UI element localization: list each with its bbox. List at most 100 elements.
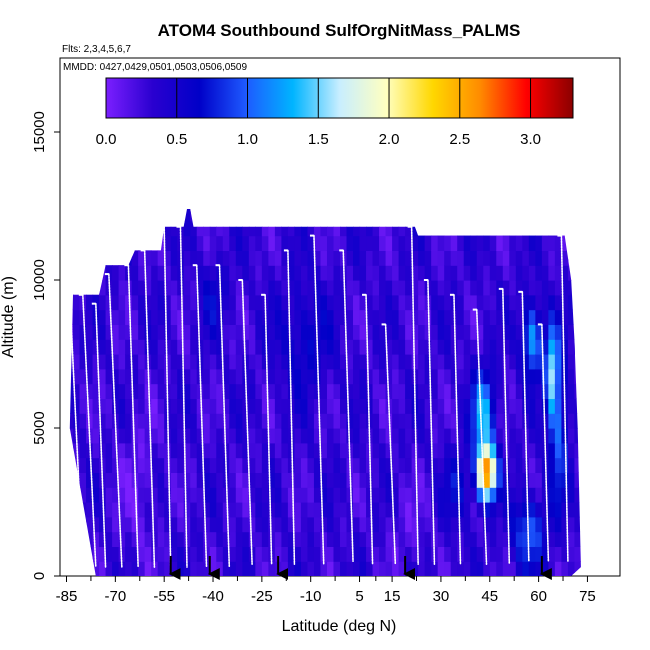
heatmap-cell (418, 354, 426, 370)
heatmap-cell (190, 265, 198, 281)
heatmap-cell (554, 368, 562, 385)
heatmap-cell (307, 472, 315, 488)
heatmap-cell (69, 383, 74, 399)
heatmap-cell (268, 339, 276, 355)
heatmap-cell (385, 516, 393, 533)
heatmap-cell (203, 472, 211, 488)
heatmap-cell (509, 294, 517, 311)
heatmap-cell (548, 250, 556, 266)
heatmap-cell (196, 428, 204, 444)
x-axis-label: Latitude (deg N) (282, 618, 397, 635)
heatmap-cell (489, 472, 497, 488)
heatmap-cell (307, 354, 315, 370)
heatmap-cell (470, 294, 478, 311)
heatmap-cell (372, 502, 380, 518)
heatmap-cell (528, 428, 536, 444)
heatmap-cell (281, 457, 289, 473)
heatmap-cell (411, 324, 419, 340)
heatmap-cell (326, 280, 335, 296)
heatmap-cell (313, 324, 322, 340)
heatmap-cell (216, 398, 224, 414)
heatmap-cell (170, 324, 178, 340)
heatmap-cell (392, 516, 400, 533)
heatmap-cell (548, 398, 556, 414)
heatmap-cell (183, 502, 191, 518)
heatmap-cell (379, 502, 387, 518)
heatmap-cell (392, 413, 400, 429)
heatmap-cell (203, 354, 211, 370)
heatmap-cell (398, 516, 406, 533)
heatmap-cell (118, 502, 126, 518)
heatmap-cell (353, 324, 361, 340)
heatmap-cell (86, 531, 94, 547)
heatmap-cell (92, 442, 100, 459)
heatmap-cell (457, 265, 465, 281)
heatmap-cell (248, 339, 256, 355)
x-tick-label: -40 (202, 588, 224, 605)
heatmap-cell (112, 354, 120, 370)
heatmap-cell (281, 368, 289, 385)
heatmap-cell (242, 457, 250, 473)
heatmap-cell (157, 294, 165, 311)
heatmap-cell (248, 294, 256, 311)
heatmap-cell (535, 354, 543, 370)
heatmap-cell (99, 339, 107, 355)
heatmap-cell (431, 413, 439, 429)
heatmap-cell (554, 398, 562, 414)
heatmap-cell (476, 265, 484, 281)
heatmap-cell (353, 442, 361, 459)
heatmap-cell (229, 265, 237, 281)
heatmap-cell (554, 516, 562, 533)
heatmap-cell (255, 531, 263, 547)
heatmap-cell (216, 383, 224, 399)
heatmap-cell (359, 309, 367, 325)
heatmap-cell (483, 413, 491, 429)
heatmap-cell (424, 442, 432, 459)
heatmap-cell (300, 354, 309, 370)
heatmap-cell (170, 428, 178, 444)
heatmap-cell (541, 561, 549, 576)
heatmap-cell (522, 561, 530, 576)
flight-track (127, 264, 139, 568)
heatmap-cell (489, 280, 497, 296)
heatmap-cell (326, 561, 335, 576)
heatmap-cell (548, 561, 556, 576)
heatmap-cell (405, 531, 413, 547)
heatmap-cell (177, 442, 185, 459)
heatmap-cell (535, 561, 543, 576)
heatmap-cell (99, 516, 107, 533)
heatmap-cell (190, 368, 198, 385)
heatmap-cell (509, 250, 517, 266)
heatmap-cell (333, 502, 341, 518)
heatmap-cell (437, 487, 445, 503)
heatmap-cell (483, 294, 491, 311)
heatmap-cell (470, 280, 478, 296)
heatmap-cell (489, 398, 497, 414)
heatmap-cell (541, 324, 549, 340)
y-tick-label: 10000 (31, 259, 48, 301)
heatmap-cell (183, 339, 191, 355)
heatmap-cell (281, 442, 289, 459)
heatmap-cell (528, 354, 536, 370)
heatmap-cell (392, 368, 400, 385)
heatmap-cell (424, 561, 432, 576)
heatmap-cell (398, 280, 406, 296)
heatmap-cell (535, 472, 543, 488)
heatmap-cell (444, 516, 452, 533)
heatmap-cell (528, 502, 536, 518)
heatmap-cell (476, 368, 484, 385)
heatmap-cell (209, 368, 217, 385)
heatmap-cell (379, 531, 387, 547)
heatmap-cell (118, 294, 126, 311)
heatmap-cell (261, 250, 269, 266)
heatmap-cell (405, 546, 413, 562)
heatmap-cell (320, 280, 328, 296)
heatmap-cell (522, 546, 530, 562)
heatmap-cell (300, 442, 309, 459)
heatmap-cell (157, 472, 165, 488)
heatmap-cell (541, 413, 549, 429)
heatmap-cell (366, 398, 374, 414)
heatmap-cell (164, 516, 172, 533)
heatmap-cell (274, 339, 282, 355)
heatmap-cell (392, 220, 400, 237)
